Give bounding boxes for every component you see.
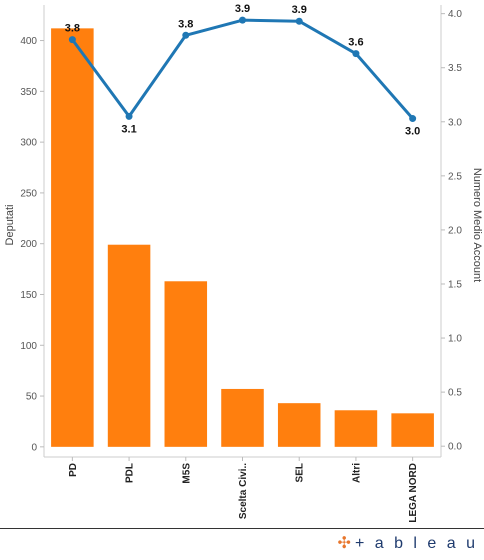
y-right-tick-label: 2.5 [448,171,462,182]
line-point [295,17,303,25]
x-tick-label: PD [68,463,79,477]
bar [391,413,434,447]
y-left-tick-label: 0 [31,442,37,453]
line-point [125,112,133,120]
bar [107,244,151,447]
x-tick-label: Scelta Civi.. [238,463,249,519]
line-data-label: 3.9 [235,3,250,15]
line-data-label: 3.8 [178,18,193,30]
y-left-axis-title: Deputati [4,205,16,246]
x-tick-label: M5S [181,463,192,484]
x-tick-label: PDL [125,463,136,483]
y-right-axis-title: Numero Medio Account [471,168,483,282]
x-tick-label: SEL [295,463,306,482]
y-right-tick-label: 0.0 [448,442,462,453]
y-right-tick-label: 2.0 [448,225,462,236]
footer-divider [0,528,484,529]
line-data-label: 3.9 [292,4,307,16]
x-tick-label: Altri [351,463,362,483]
bar [51,28,94,447]
line-data-label: 3.8 [65,23,80,35]
y-right-tick-label: 0.5 [448,388,462,399]
line-point [182,31,190,39]
y-right-tick-label: 1.5 [448,279,462,290]
line-point [239,16,246,24]
tableau-logo[interactable]: ✣ + a b l e a u [338,535,478,553]
bar [334,410,378,447]
line-point [68,36,76,44]
bar [164,281,208,447]
y-left-tick-label: 300 [20,138,37,149]
bar [277,403,321,447]
y-left-tick-label: 100 [20,341,37,352]
line-series: 3.8 3.1 3.8 3.9 3.9 3.6 3.0 [65,3,421,137]
line-data-label: 3.0 [405,126,420,138]
y-right-tick-label: 3.5 [448,63,462,74]
y-left-tick-label: 50 [26,392,38,403]
tableau-logo-text: + a b l e a u [354,535,478,552]
y-left-tick-label: 350 [20,87,37,98]
x-tick-label: LEGA NORD [408,463,419,523]
line-data-label: 3.6 [348,37,363,49]
y-right-tick-label: 3.0 [448,117,462,128]
bar [221,388,264,447]
y-left-tick-label: 250 [20,188,37,199]
y-left-tick-label: 150 [20,290,37,301]
line-point [409,115,417,123]
y-right-tick-label: 4.0 [448,9,462,20]
line-path [71,18,414,120]
y-left-tick-label: 400 [20,36,37,47]
y-left-tick-label: 200 [20,239,37,250]
line-data-label: 3.1 [121,123,136,135]
chart: 3.8 3.1 3.8 3.9 3.9 3.6 3.0 0 50 100 150 200 250 300… [4,3,483,523]
y-right-tick-label: 1.0 [448,334,462,345]
bar-series [51,28,434,447]
tableau-logo-icon: ✣ [337,535,351,552]
line-point [352,50,360,58]
axes: 0 50 100 150 200 250 300 350 400 0.0 0.5 1.0 1.5 2.0 2… [20,5,462,523]
